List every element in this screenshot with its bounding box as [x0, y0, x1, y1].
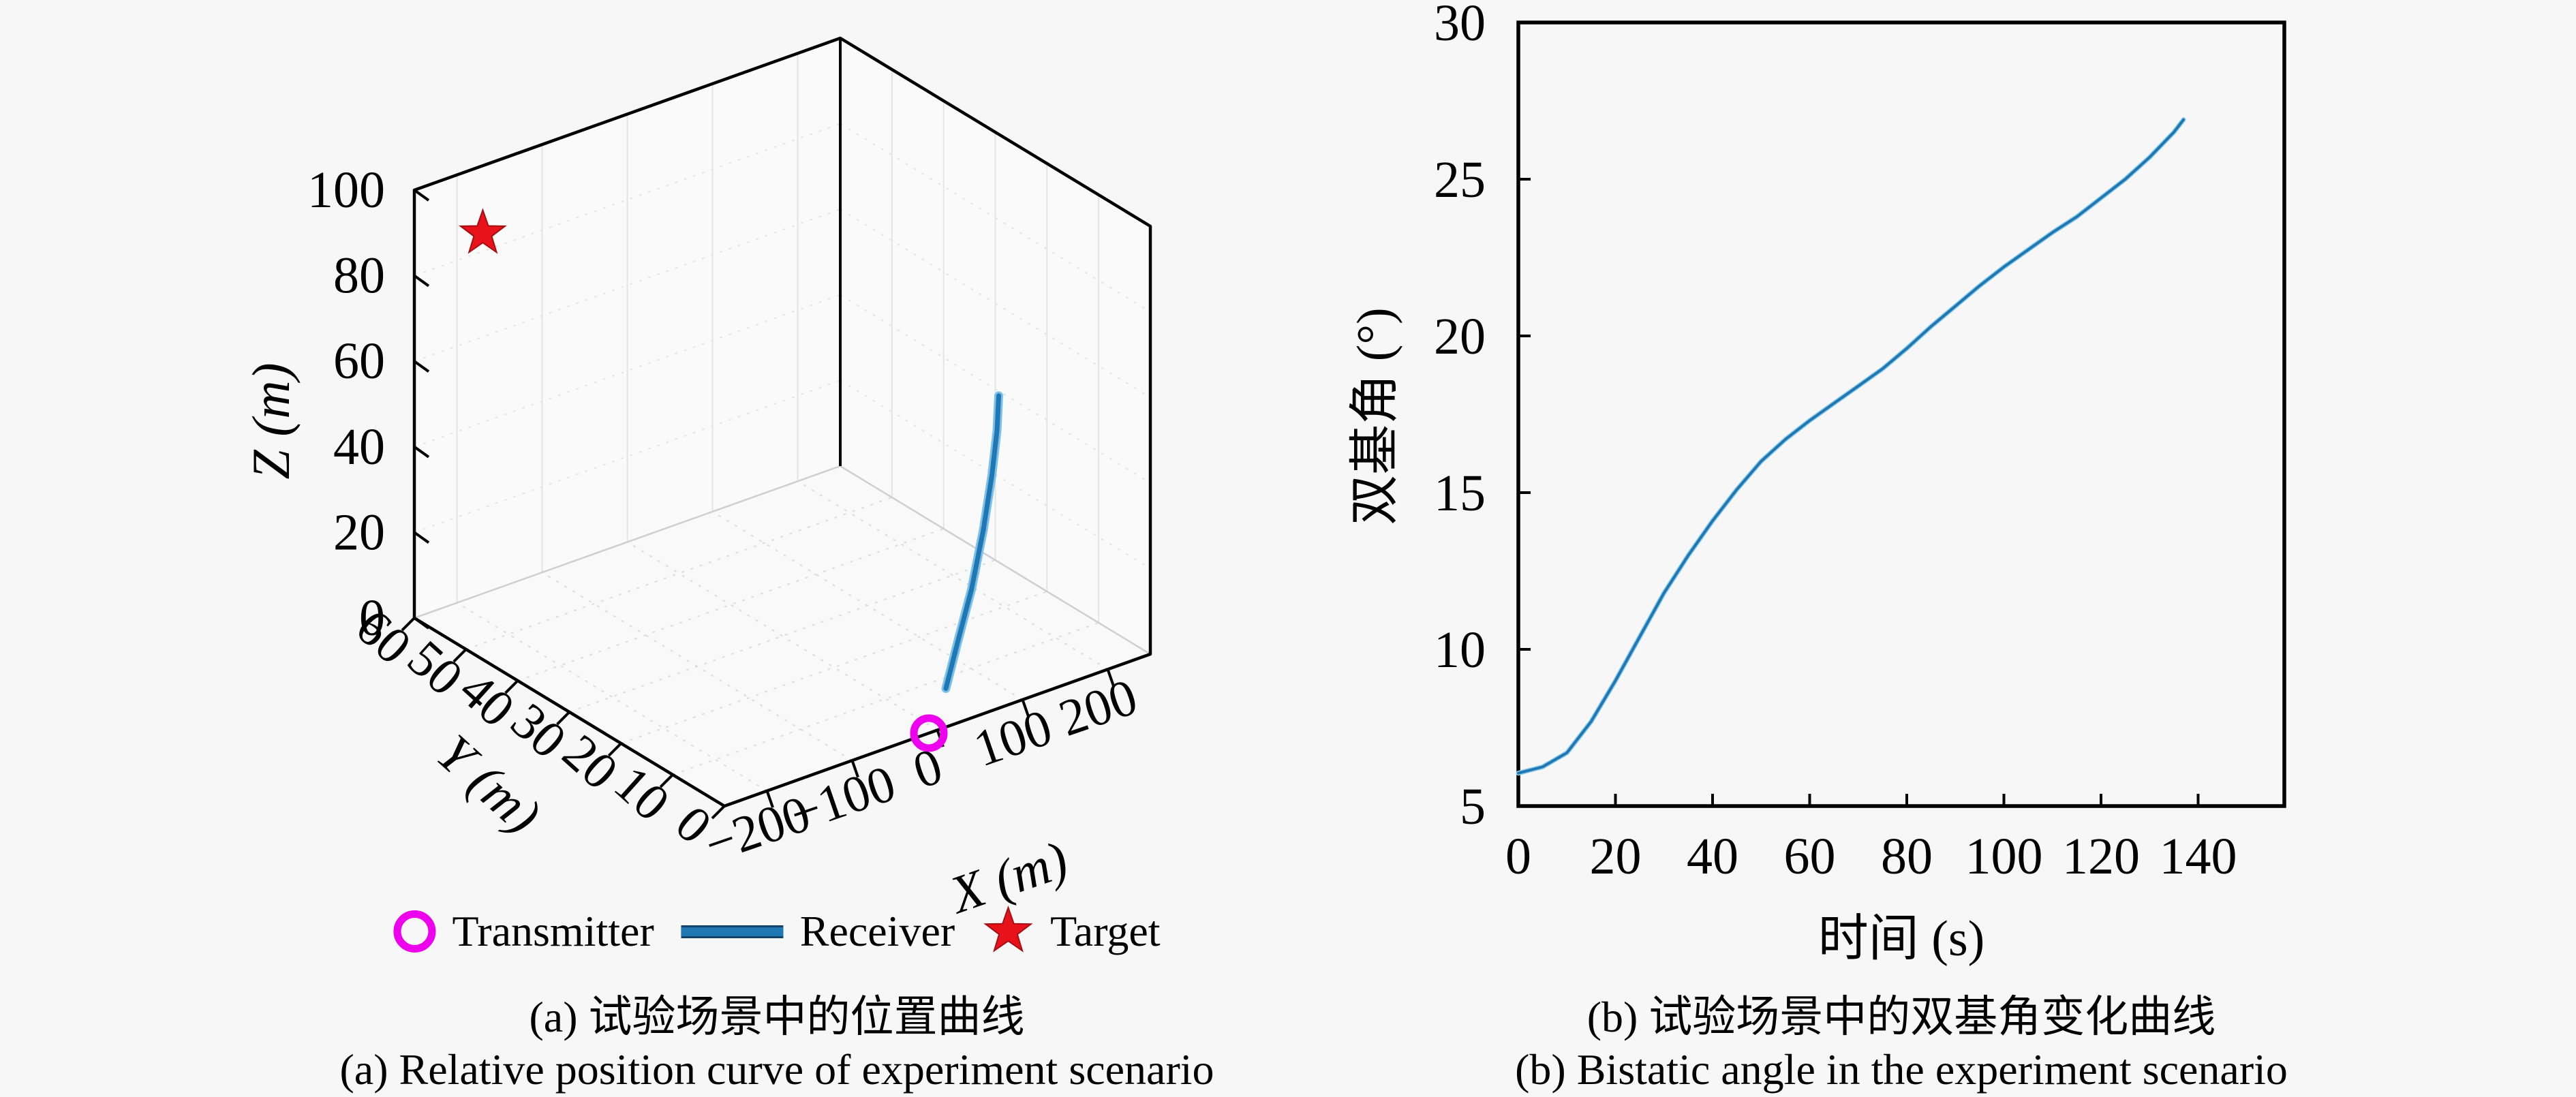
x-tick-label: 60 — [1784, 828, 1836, 885]
axis-tick-labels: 0 20 40 60 80 100 120 140 5 10 15 20 25 30 — [1434, 0, 2237, 885]
panel-b-2d-plot: 0 20 40 60 80 100 120 140 5 10 15 20 25 30 时间 (s) 双基角… — [1347, 0, 2286, 967]
bistatic-angle-curve — [1517, 118, 2186, 775]
target-marker — [459, 208, 507, 254]
z-tick — [413, 360, 430, 373]
z-tick — [413, 531, 430, 544]
grid-line — [457, 602, 768, 792]
y-tick — [556, 711, 570, 726]
grid-line — [840, 123, 1151, 313]
transmitter-marker-icon — [393, 910, 436, 953]
transmitter-marker — [910, 714, 948, 752]
legend-item-receiver: Receiver — [681, 906, 955, 957]
z-tick — [413, 189, 430, 202]
receiver-marker-icon — [681, 927, 784, 936]
z-tick-label: 40 — [333, 418, 385, 476]
y-tick — [504, 679, 519, 694]
z-tick-label: 100 — [307, 161, 385, 219]
y-tick — [659, 773, 674, 788]
z-tick — [413, 274, 430, 288]
z-tick — [413, 617, 430, 630]
caption-a-english: (a) Relative position curve of experimen… — [339, 1045, 1214, 1094]
y-tick-label: 15 — [1434, 465, 1486, 522]
legend-label-receiver: Receiver — [799, 907, 955, 955]
y-tick — [711, 805, 726, 820]
target-marker-icon — [983, 905, 1033, 953]
x-tick-label: 120 — [2062, 828, 2140, 885]
z-tick-label: 80 — [333, 247, 385, 305]
legend: Transmitter Receiver Target — [393, 905, 1161, 958]
caption-a-chinese: (a) 试验场景中的位置曲线 — [529, 993, 1025, 1041]
x-tick-label: 100 — [1965, 828, 2043, 885]
data-series — [1516, 117, 2186, 776]
caption-b-chinese: (b) 试验场景中的双基角变化曲线 — [1586, 993, 2216, 1041]
y-tick — [607, 742, 622, 757]
z-tick-label: 60 — [333, 333, 385, 390]
receiver-trajectory — [943, 393, 1001, 691]
legend-label-target: Target — [1050, 907, 1161, 955]
legend-item-transmitter: Transmitter — [393, 906, 654, 957]
x-tick — [765, 790, 774, 808]
legend-label-transmitter: Transmitter — [452, 907, 654, 955]
y-tick-label: 5 — [1460, 778, 1486, 835]
y-tick-label: 20 — [1434, 308, 1486, 365]
box-panes — [414, 38, 1150, 806]
x-tick-label: 140 — [2160, 828, 2237, 885]
x-axis-label: 时间 (s) — [1818, 911, 1985, 967]
legend-item-target: Target — [982, 905, 1161, 958]
data-series — [459, 208, 1003, 752]
x-tick — [1106, 668, 1115, 687]
y-tick-label: 25 — [1434, 151, 1486, 208]
x-tick-label: 0 — [1505, 828, 1531, 885]
y-tick — [453, 648, 467, 663]
box-gridlines — [414, 53, 1151, 792]
axis-ticks — [401, 189, 1115, 820]
z-tick-label: 20 — [333, 504, 385, 561]
x-tick — [1021, 699, 1030, 717]
y-tick-label: 30 — [1434, 0, 1486, 52]
grid-line — [840, 208, 1151, 399]
axis-ticks — [1518, 21, 2200, 806]
grid-line — [840, 294, 1151, 484]
y-axis-label: 双基角 (°) — [1347, 307, 1403, 525]
x-tick-label: 20 — [1590, 828, 1642, 885]
x-tick-label: 40 — [1687, 828, 1738, 885]
y-tick-label: 10 — [1434, 621, 1486, 679]
x-tick — [850, 760, 859, 778]
x-tick-label: 80 — [1881, 828, 1933, 885]
caption-b-english: (b) Bistatic angle in the experiment sce… — [1515, 1045, 2288, 1094]
y-tick — [401, 617, 416, 632]
z-axis-label: Z (m) — [241, 362, 301, 479]
grid-line — [797, 480, 1109, 670]
z-tick-label: 0 — [359, 589, 385, 647]
z-tick — [413, 446, 430, 459]
grid-line — [627, 541, 938, 731]
